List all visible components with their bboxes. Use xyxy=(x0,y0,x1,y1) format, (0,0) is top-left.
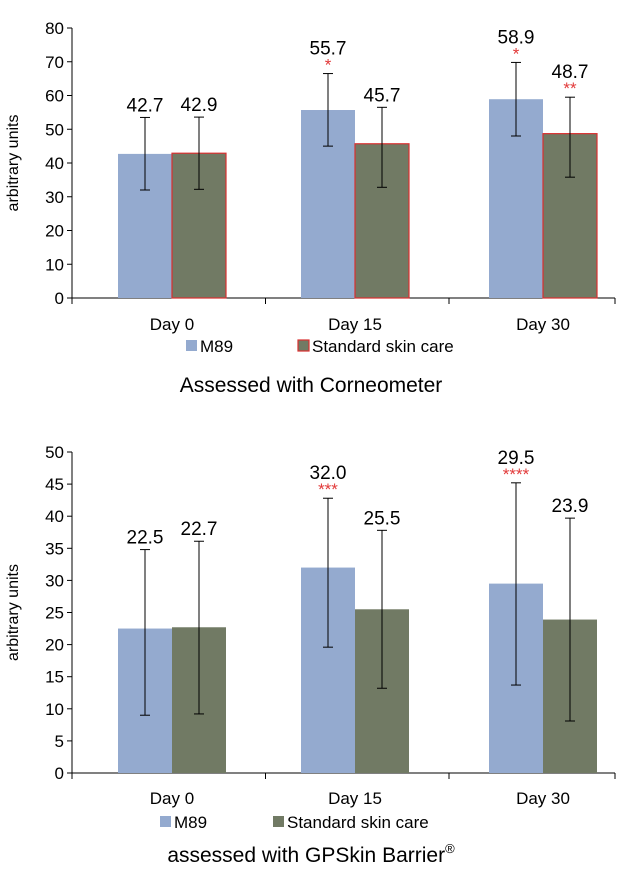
data-label: 48.7 xyxy=(552,62,589,83)
data-label: 45.7 xyxy=(364,85,401,106)
x-tick-label: Day 30 xyxy=(516,789,570,808)
x-tick-label: Day 0 xyxy=(150,315,194,334)
significance-marker: * xyxy=(513,44,520,63)
y-tick-label: 15 xyxy=(45,668,64,687)
x-tick-label: Day 30 xyxy=(516,315,570,334)
x-tick-label: Day 15 xyxy=(328,789,382,808)
data-label: 55.7 xyxy=(310,39,347,60)
y-tick-label: 5 xyxy=(55,732,64,751)
data-label: 42.9 xyxy=(181,95,218,116)
y-tick-label: 30 xyxy=(45,188,64,207)
y-tick-label: 50 xyxy=(45,120,64,139)
y-tick-label: 50 xyxy=(45,443,64,462)
data-label: 25.5 xyxy=(364,508,401,529)
data-label: 23.9 xyxy=(552,496,589,517)
significance-marker: * xyxy=(325,56,332,75)
data-label: 32.0 xyxy=(310,463,347,484)
legend-swatch xyxy=(160,816,171,827)
chart-caption: Assessed with Corneometer xyxy=(180,374,443,397)
y-tick-label: 25 xyxy=(45,604,64,623)
data-label: 22.7 xyxy=(181,519,218,540)
y-tick-label: 70 xyxy=(45,53,64,72)
significance-marker: *** xyxy=(318,480,338,499)
data-label: 58.9 xyxy=(498,27,535,48)
legend-swatch xyxy=(297,339,310,352)
y-tick-label: 40 xyxy=(45,154,64,173)
bar-standard-skin-care xyxy=(354,143,410,299)
y-tick-label: 10 xyxy=(45,700,64,719)
x-tick-label: Day 0 xyxy=(150,789,194,808)
bar-standard-skin-care xyxy=(171,152,227,299)
legend-label: Standard skin care xyxy=(287,813,429,832)
y-tick-label: 0 xyxy=(55,289,64,308)
y-tick-label: 45 xyxy=(45,475,64,494)
y-tick-label: 35 xyxy=(45,539,64,558)
y-tick-label: 10 xyxy=(45,255,64,274)
legend-label: M89 xyxy=(200,337,233,356)
data-label: 42.7 xyxy=(127,95,164,116)
y-tick-label: 20 xyxy=(45,222,64,241)
y-tick-label: 0 xyxy=(55,764,64,783)
y-tick-label: 40 xyxy=(45,507,64,526)
chart-gpskin-barrier: 0 5 10 15 20 25 30 35 40 45 50 arbitrary units 22.5 2… xyxy=(5,443,616,867)
y-axis-label: arbitrary units xyxy=(5,564,22,661)
chart-corneometer: 0 10 20 30 40 50 60 70 80 arbitrary units 42.7 42.9… xyxy=(5,19,616,397)
significance-marker: ** xyxy=(563,79,577,98)
chart-caption: assessed with GPSkin Barrier® xyxy=(167,841,455,867)
legend-swatch xyxy=(186,340,197,351)
significance-marker: **** xyxy=(503,465,530,484)
x-tick-label: Day 15 xyxy=(328,315,382,334)
y-tick-label: 30 xyxy=(45,571,64,590)
y-tick-label: 80 xyxy=(45,19,64,38)
legend-swatch xyxy=(273,816,284,827)
data-label: 29.5 xyxy=(498,448,535,469)
legend-label: M89 xyxy=(174,813,207,832)
y-axis-label: arbitrary units xyxy=(5,115,22,212)
y-tick-label: 60 xyxy=(45,87,64,106)
data-label: 22.5 xyxy=(127,528,164,549)
y-tick-label: 20 xyxy=(45,636,64,655)
legend-label: Standard skin care xyxy=(312,337,454,356)
